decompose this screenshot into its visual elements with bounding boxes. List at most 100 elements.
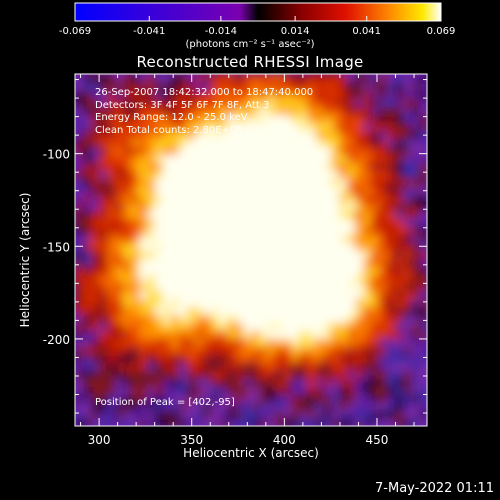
heatmap-cell (131, 345, 141, 355)
heatmap-cell (171, 369, 181, 379)
heatmap-cell (331, 185, 341, 195)
heatmap-cell (395, 153, 405, 163)
heatmap-cell (187, 161, 197, 171)
heatmap-cell (179, 377, 189, 387)
heatmap-cell (91, 137, 101, 147)
heatmap-cell (323, 185, 333, 195)
heatmap-cell (363, 74, 373, 83)
heatmap-cell (347, 369, 357, 379)
heatmap-cell (171, 97, 181, 107)
heatmap-cell (227, 241, 237, 251)
heatmap-cell (219, 393, 229, 403)
heatmap-cell (227, 177, 237, 187)
heatmap-cell (331, 281, 341, 291)
heatmap-cell (315, 193, 325, 203)
heatmap-cell (355, 409, 365, 419)
heatmap-cell (387, 257, 397, 267)
heatmap-cell (75, 129, 84, 139)
heatmap-cell (379, 97, 389, 107)
heatmap-cell (355, 281, 365, 291)
heatmap-cell (395, 369, 405, 379)
heatmap-cell (363, 169, 373, 179)
heatmap-cell (379, 353, 389, 363)
heatmap-cell (291, 89, 301, 99)
heatmap-cell (315, 321, 325, 331)
heatmap-cell (323, 273, 333, 283)
heatmap-cell (123, 89, 133, 99)
heatmap-cell (395, 273, 405, 283)
heatmap-cell (131, 401, 141, 411)
heatmap-cell (331, 329, 341, 339)
heatmap-cell (243, 121, 253, 131)
heatmap-cell (227, 129, 237, 139)
heatmap-cell (267, 409, 277, 419)
heatmap-cell (419, 153, 427, 163)
heatmap-cell (307, 257, 317, 267)
heatmap-cell (379, 105, 389, 115)
heatmap-cell (387, 337, 397, 347)
heatmap-cell (147, 137, 157, 147)
heatmap-cell (131, 105, 141, 115)
heatmap-cell (171, 81, 181, 91)
heatmap-cell (315, 153, 325, 163)
heatmap-cell (227, 289, 237, 299)
heatmap-cell (187, 177, 197, 187)
heatmap-cell (227, 249, 237, 259)
heatmap-cell (323, 217, 333, 227)
heatmap-cell (355, 353, 365, 363)
heatmap-cell (187, 113, 197, 123)
heatmap-cell (347, 305, 357, 315)
heatmap-cell (123, 209, 133, 219)
heatmap-cell (179, 121, 189, 131)
heatmap-cell (91, 209, 101, 219)
heatmap-cell (363, 273, 373, 283)
heatmap-cell (115, 209, 125, 219)
heatmap-cell (75, 329, 84, 339)
heatmap-cell (211, 193, 221, 203)
heatmap-cell (371, 321, 381, 331)
heatmap-cell (395, 121, 405, 131)
heatmap-cell (275, 241, 285, 251)
heatmap-cell (267, 249, 277, 259)
heatmap-cell (267, 97, 277, 107)
heatmap-cell (163, 281, 173, 291)
heatmap-cell (227, 217, 237, 227)
heatmap-cell (347, 193, 357, 203)
heatmap-cell (123, 321, 133, 331)
heatmap-cell (75, 249, 84, 259)
heatmap-cell (131, 169, 141, 179)
heatmap-cell (91, 385, 101, 395)
heatmap-cell (363, 121, 373, 131)
heatmap-cell (395, 337, 405, 347)
heatmap-cell (163, 337, 173, 347)
heatmap-cell (267, 225, 277, 235)
heatmap-cell (99, 241, 109, 251)
heatmap-cell (99, 385, 109, 395)
heatmap-cell (99, 209, 109, 219)
heatmap-cell (171, 145, 181, 155)
heatmap-cell (339, 233, 349, 243)
heatmap-cell (203, 337, 213, 347)
heatmap-cell (131, 97, 141, 107)
heatmap-cell (219, 241, 229, 251)
heatmap-cell (307, 233, 317, 243)
heatmap-cell (99, 97, 109, 107)
heatmap-cell (395, 209, 405, 219)
info-line-counts: Clean Total counts: 2.80E+05 (95, 124, 243, 136)
heatmap-cell (379, 281, 389, 291)
heatmap-cell (243, 161, 253, 171)
heatmap-cell (107, 145, 117, 155)
heatmap-cell (355, 337, 365, 347)
heatmap-cell (131, 81, 141, 91)
heatmap-cell (347, 185, 357, 195)
heatmap-cell (275, 225, 285, 235)
heatmap-cell (147, 361, 157, 371)
heatmap-cell (131, 305, 141, 315)
heatmap-cell (91, 418, 101, 426)
heatmap-cell (387, 89, 397, 99)
heatmap-cell (243, 129, 253, 139)
heatmap-cell (259, 281, 269, 291)
heatmap-cell (243, 289, 253, 299)
heatmap-cell (227, 209, 237, 219)
heatmap-cell (155, 345, 165, 355)
